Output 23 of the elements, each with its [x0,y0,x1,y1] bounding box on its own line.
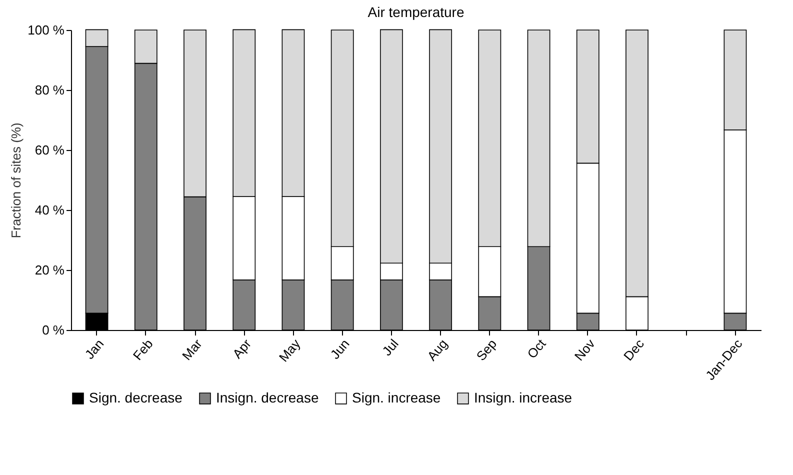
y-tick-label: 60 % [34,142,65,158]
x-tick-label: Jun [327,336,352,362]
x-tick-label: Jan [82,336,107,362]
y-tick-label: 0 % [42,322,65,338]
y-tick-label: 20 % [34,262,65,278]
x-tick-label: Dec [620,336,648,364]
y-axis-title: Fraction of sites (%) [8,122,24,238]
y-tick-label: 100 % [28,22,65,38]
x-tick-label: Aug [424,336,451,364]
legend-label: Sign. decrease [89,389,183,406]
x-tick-label: Nov [571,336,598,364]
legend-label: Sign. increase [352,389,441,406]
x-tick-label: Jul [379,336,402,359]
chart-title: Air temperature [368,4,464,20]
x-tick-label: Apr [230,336,254,362]
legend-label: Insign. decrease [216,389,319,406]
x-tick-label: Feb [130,336,156,364]
legend-label: Insign. increase [474,389,572,406]
x-tick-label: Mar [179,336,206,364]
y-tick-label: 40 % [34,202,65,218]
x-tick-label: Oct [524,336,549,362]
y-tick-label: 80 % [34,82,65,98]
x-tick-label: Sep [473,336,500,364]
